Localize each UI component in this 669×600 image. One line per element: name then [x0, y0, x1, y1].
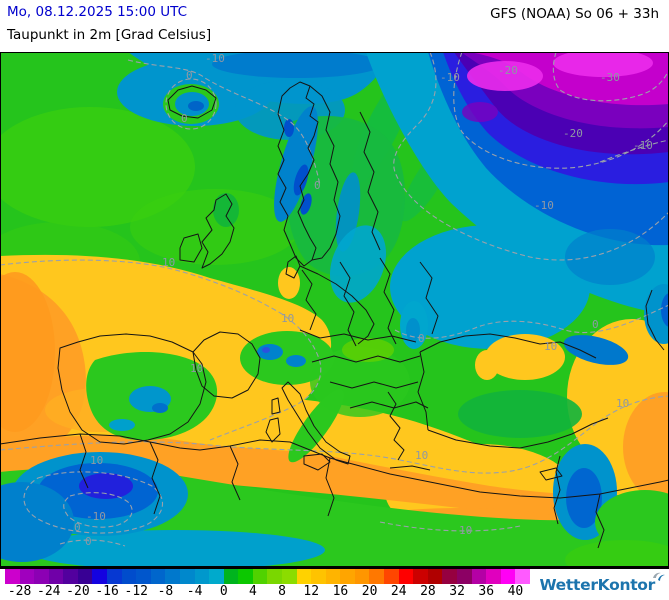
map-title: Taupunkt in 2m [Grad Celsius]	[7, 27, 212, 43]
legend-cell	[296, 569, 312, 584]
legend-cell	[515, 569, 530, 584]
svg-text:-30: -30	[600, 71, 620, 84]
legend-tick-label: 24	[390, 584, 407, 599]
legend-tick-label: -24	[37, 584, 61, 599]
legend-tick-label: 36	[478, 584, 495, 599]
svg-text:10: 10	[544, 340, 557, 353]
legend-colorbar	[5, 569, 530, 584]
legend-cell	[325, 569, 341, 584]
legend-tick-label: 32	[449, 584, 465, 599]
svg-text:0: 0	[314, 179, 321, 192]
legend-tick-label: 4	[248, 584, 257, 599]
legend-tick-label: -4	[186, 584, 203, 599]
legend-cell	[48, 569, 64, 584]
svg-text:-10: -10	[440, 71, 460, 84]
legend-tick-label: 28	[420, 584, 436, 599]
legend-cell	[398, 569, 414, 584]
map-regions	[0, 52, 669, 567]
legend-cell	[442, 569, 457, 584]
legend-tick-label: -8	[157, 584, 174, 599]
svg-text:0: 0	[74, 521, 81, 534]
legend-tick-label: -16	[95, 584, 119, 599]
wetterkontor-logo[interactable]: WetterKontor	[539, 572, 665, 594]
svg-text:-20: -20	[563, 127, 583, 140]
legend-cell	[92, 569, 108, 584]
legend-cell	[311, 569, 326, 584]
legend-tick-label: -28	[7, 584, 32, 599]
logo-text: WetterKontor	[539, 576, 655, 594]
svg-text:0: 0	[181, 112, 188, 125]
map-datetime: Mo, 08.12.2025 15:00 UTC	[7, 4, 188, 20]
legend-cell	[369, 569, 385, 584]
legend-cell	[340, 569, 355, 584]
svg-text:10: 10	[162, 256, 175, 269]
legend-cell	[354, 569, 370, 584]
legend-tick-label: 16	[332, 584, 349, 599]
legend-ticks: -28 -24 -20 -16 -12 -8 -4 0 4 8 12 16 20 24 28 32 36 40	[0, 584, 540, 600]
legend-cell	[150, 569, 166, 584]
legend-cell	[34, 569, 49, 584]
country-borders	[0, 81, 669, 549]
legend-tick-label: -20	[66, 584, 90, 599]
svg-text:-10: -10	[534, 199, 554, 212]
legend-cell	[413, 569, 428, 584]
legend-cell	[194, 569, 210, 584]
legend-tick-label: -12	[124, 584, 148, 599]
svg-text:10: 10	[415, 449, 428, 462]
svg-text:10: 10	[190, 362, 203, 375]
svg-text:-10: -10	[205, 52, 225, 65]
svg-text:10: 10	[281, 312, 294, 325]
legend-tick-label: 8	[278, 584, 286, 599]
legend-cell	[486, 569, 501, 584]
legend-cell	[209, 569, 224, 584]
legend-cell	[456, 569, 472, 584]
legend-cell	[252, 569, 268, 584]
svg-text:10: 10	[90, 454, 103, 467]
legend-cell	[136, 569, 151, 584]
legend-cell	[281, 569, 297, 584]
legend-cell	[63, 569, 78, 584]
legend-cell	[471, 569, 487, 584]
svg-text:0: 0	[418, 332, 425, 345]
svg-text:10: 10	[616, 397, 629, 410]
svg-text:-20: -20	[498, 64, 518, 77]
legend-tick-label: 40	[507, 584, 524, 599]
svg-text:0: 0	[186, 69, 193, 82]
legend-cell	[238, 569, 253, 584]
svg-text:0: 0	[592, 318, 599, 331]
legend-cell	[179, 569, 195, 584]
legend-cell	[5, 569, 20, 584]
svg-text:0: 0	[85, 535, 92, 548]
model-run-label: GFS (NOAA) So 06 + 33h	[490, 6, 659, 22]
logo-globe-icon	[651, 569, 665, 587]
legend-cell	[223, 569, 239, 584]
svg-text:-10: -10	[633, 139, 653, 152]
svg-text:10: 10	[459, 524, 472, 537]
legend-tick-label: 12	[303, 584, 320, 599]
legend-cell	[500, 569, 516, 584]
isoline-labels: -10000-10-20-30-20-10-101010100100101010…	[74, 52, 653, 548]
legend-cell	[19, 569, 35, 584]
legend-tick-label: 20	[361, 584, 378, 599]
legend-tick-label: 0	[219, 584, 228, 599]
isolines	[0, 52, 669, 547]
dewpoint-map-svg: -10000-10-20-30-20-10-101010100100101010…	[0, 52, 669, 567]
legend-cell	[384, 569, 399, 584]
legend-cell	[267, 569, 282, 584]
legend-cell	[165, 569, 180, 584]
svg-text:-10: -10	[86, 510, 106, 523]
legend-cell	[77, 569, 93, 584]
legend-cell	[107, 569, 122, 584]
europe-dewpoint-map: -10 0 0 0 -10 -20 -30 -20 -10 -10 10 10 10 0 10 0 10 10 10…	[0, 52, 669, 569]
legend-cell	[427, 569, 443, 584]
legend-cell	[121, 569, 137, 584]
